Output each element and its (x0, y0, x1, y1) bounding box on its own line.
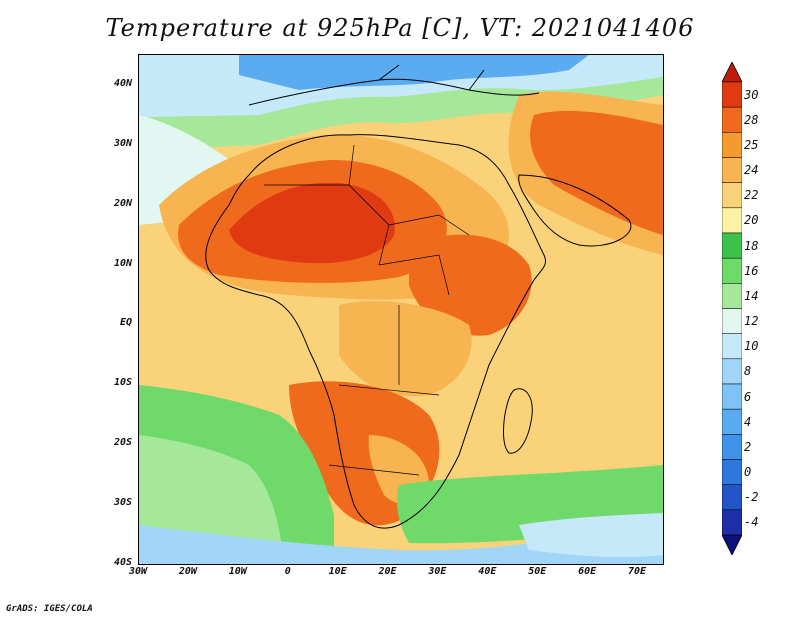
colorbar-box (722, 333, 742, 360)
colorbar-label: 30 (744, 87, 759, 102)
lon-label: 60E (578, 566, 597, 577)
colorbar-label: 6 (744, 389, 752, 404)
lat-label: 20N (113, 197, 132, 209)
colorbar-box (722, 459, 742, 485)
colorbar-max-triangle (722, 62, 742, 83)
lon-label: 40E (478, 566, 497, 577)
field-south-ocean-blue (139, 525, 663, 564)
colorbar-box (722, 383, 742, 410)
lat-label: 20S (113, 437, 132, 449)
colorbar-label: 16 (744, 263, 759, 278)
madagascar-coastline (503, 388, 533, 454)
colorbar-label: 18 (744, 238, 759, 253)
colorbar-box (722, 434, 742, 460)
field-central-24 (339, 301, 472, 396)
colorbar-label: 28 (744, 112, 759, 127)
africa-coastline (205, 134, 547, 529)
field-north-blue (239, 55, 589, 90)
colorbar-label: 14 (744, 288, 759, 303)
lon-label: 30W (128, 566, 148, 577)
colorbar-label: -4 (744, 515, 759, 530)
lon-label: 50E (528, 566, 547, 577)
lat-label: 40N (113, 77, 132, 89)
colorbar-label: 12 (744, 314, 759, 329)
colorbar-box (722, 106, 742, 133)
colorbar-label: 4 (744, 414, 752, 429)
country-borders (264, 144, 470, 476)
lat-label: 10S (113, 377, 132, 389)
colorbar-box (722, 257, 742, 284)
colorbar-label: 8 (744, 364, 752, 379)
colorbar-box (722, 484, 742, 511)
colorbar-label: -2 (744, 490, 759, 505)
colorbar-label: 25 (744, 137, 759, 152)
field-sindian-lightblue (519, 513, 663, 558)
colorbar-box (722, 308, 742, 334)
colorbar-min-triangle (722, 534, 742, 555)
lat-label: 30S (113, 497, 132, 509)
grads-credit: GrADS: IGES/COLA (6, 604, 93, 614)
lat-label: 30N (113, 137, 132, 149)
field-eastafrica-28 (409, 234, 532, 336)
colorbar-box (722, 81, 742, 108)
colorbar-box (722, 408, 742, 435)
colorbar-label: 2 (744, 439, 752, 454)
lat-label: 40S (113, 557, 132, 568)
colorbar (722, 62, 742, 555)
map-plot-area (138, 54, 664, 565)
colorbar-box (722, 509, 742, 536)
lon-label: 70E (628, 566, 647, 577)
lon-label: 0 (284, 566, 291, 577)
colorbar-label: 22 (744, 188, 759, 203)
lon-label: 10W (228, 566, 247, 577)
lon-label: 30E (428, 566, 447, 577)
lon-label: 20W (178, 566, 197, 577)
colorbar-box (722, 232, 742, 259)
colorbar-box (722, 358, 742, 385)
lon-label: 20E (378, 566, 397, 577)
colorbar-box (722, 157, 742, 183)
colorbar-label: 24 (744, 163, 759, 178)
colorbar-box (722, 283, 742, 309)
colorbar-box (722, 132, 742, 158)
europe-coastline (248, 64, 540, 106)
field-arabia-28 (530, 110, 663, 235)
colorbar-label: 10 (744, 339, 759, 354)
colorbar-box (722, 182, 742, 209)
lat-label: EQ (119, 317, 132, 329)
colorbar-box (722, 207, 742, 234)
field-sahara-30 (229, 182, 395, 264)
map-title: Temperature at 925hPa [C], VT: 202104140… (105, 14, 695, 42)
colorbar-label: 20 (744, 213, 759, 228)
colorbar-label: 0 (744, 465, 752, 480)
arabia-coastline (518, 174, 632, 247)
temperature-field-map (139, 55, 663, 564)
lon-label: 10E (328, 566, 347, 577)
lat-label: 10N (113, 257, 132, 269)
